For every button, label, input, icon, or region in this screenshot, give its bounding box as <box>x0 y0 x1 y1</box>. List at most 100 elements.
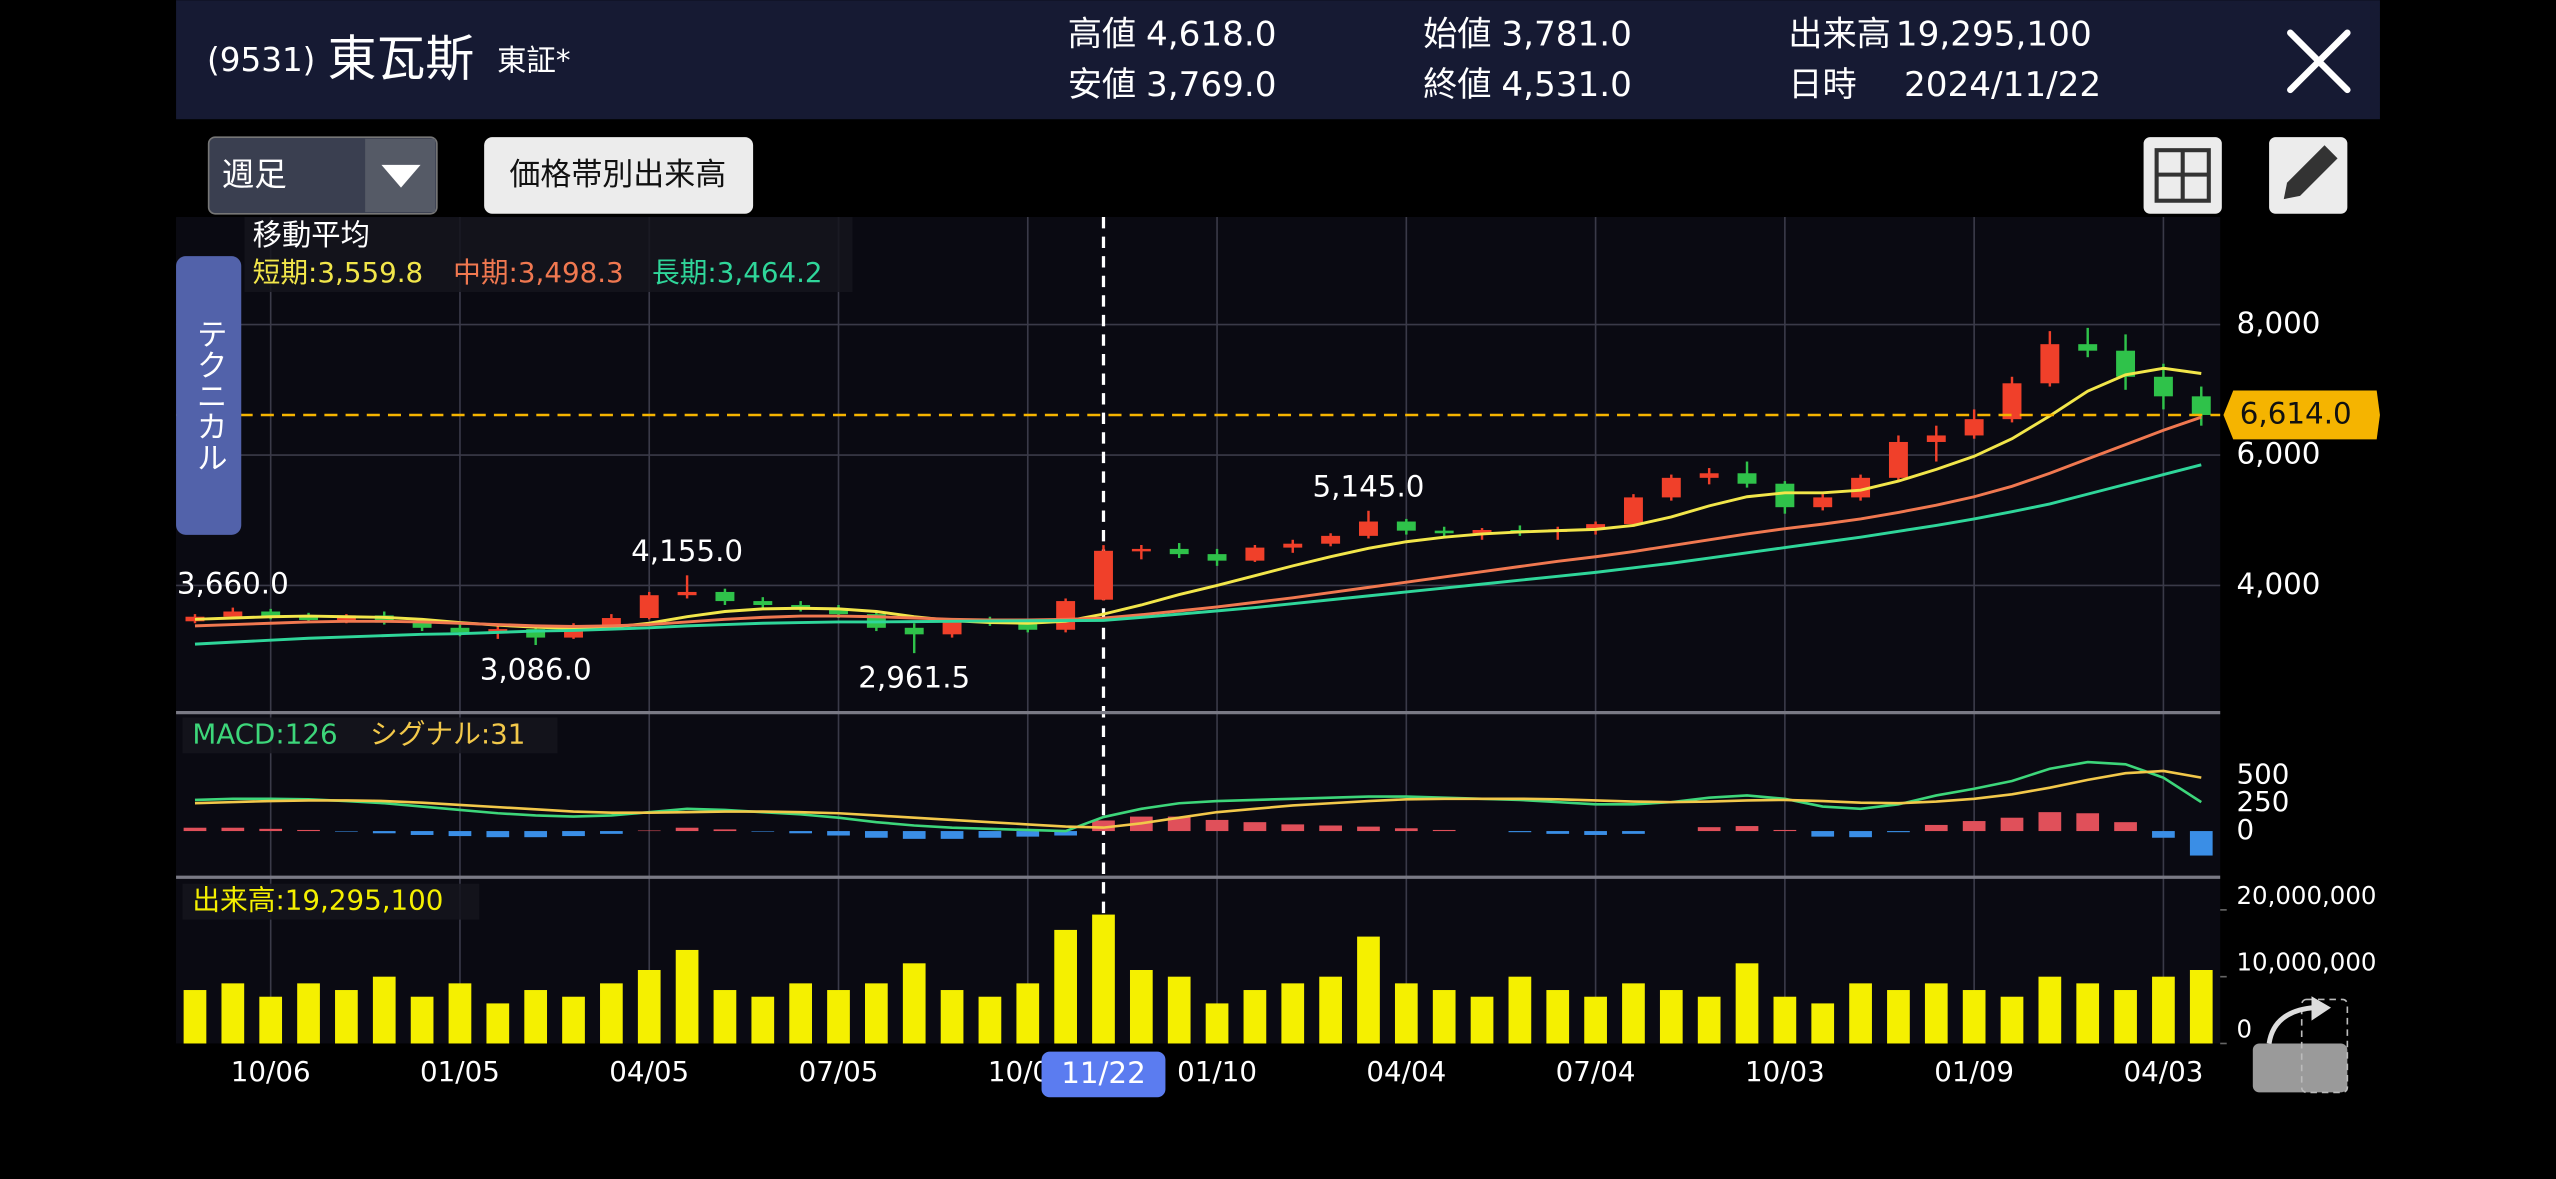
signal-line <box>194 769 2202 829</box>
macd-bar <box>1773 829 1797 832</box>
stat-label: 高値 <box>1068 15 1136 55</box>
stat-value: 2024/11/22 <box>1904 65 2101 105</box>
price-annotation: 3,086.0 <box>480 653 592 687</box>
candle-body <box>2078 344 2098 351</box>
candle-body <box>261 611 281 618</box>
candle-body <box>1888 441 1908 478</box>
macd-line <box>194 760 2202 833</box>
macd-bar <box>1546 831 1570 834</box>
volume-bar <box>1054 929 1077 1044</box>
volume-profile-button[interactable]: 価格帯別出来高 <box>484 137 754 214</box>
candle-body <box>1737 473 1757 484</box>
x-tick-label: 07/05 <box>799 1055 879 1088</box>
ma-legend: 中期:3,498.3 <box>453 256 623 289</box>
volume-tick-label: 10,000,000 <box>2237 948 2377 977</box>
candle-body <box>1926 435 1946 442</box>
candle-body <box>2116 350 2136 377</box>
stock-name: 東瓦斯 <box>328 31 475 88</box>
x-tick-label: 01/09 <box>1934 1055 2014 1088</box>
candle-body <box>1434 530 1454 534</box>
volume-bar <box>335 990 358 1044</box>
volume-bar <box>1697 996 1721 1044</box>
ma-legend: 長期:3,464.2 <box>652 256 822 289</box>
candle-body <box>677 591 697 596</box>
macd-bar <box>524 831 548 838</box>
volume-bar <box>297 983 320 1044</box>
volume-bar <box>978 996 1002 1044</box>
candle-body <box>1775 483 1795 508</box>
ma-legend: 短期:3,559.8 <box>253 256 423 289</box>
candle-body <box>1472 530 1492 534</box>
volume-bar <box>865 983 888 1044</box>
candle-body <box>1131 548 1151 552</box>
volume-bar <box>751 996 775 1044</box>
stat-label: 出来高 <box>1788 15 1891 55</box>
macd-bar <box>1281 824 1305 832</box>
legend-bg <box>182 717 558 754</box>
candle-body <box>1245 547 1265 561</box>
x-tick-label: 04/04 <box>1366 1055 1446 1088</box>
volume-bar <box>2076 983 2100 1044</box>
period-label: 週足 <box>222 155 287 193</box>
macd-bar <box>335 831 358 832</box>
close-button[interactable] <box>2287 29 2351 94</box>
macd-bar <box>1016 831 1040 837</box>
y-tick-label: 4,000 <box>2237 567 2321 601</box>
candle-body <box>601 618 621 626</box>
candle-body <box>488 629 508 633</box>
candle-body <box>1623 497 1643 525</box>
macd-bar <box>751 831 775 832</box>
stock-code: (9531) <box>207 41 315 79</box>
layout-button[interactable] <box>2143 137 2222 214</box>
draw-button[interactable] <box>2269 137 2348 214</box>
technical-tab[interactable]: テクニカル <box>176 256 242 535</box>
macd-bar <box>789 831 813 834</box>
volume-bar <box>1432 990 1456 1044</box>
candle-body <box>1018 623 1038 630</box>
candle-body <box>1586 524 1606 530</box>
macd-bar <box>1584 831 1607 835</box>
volume-bar <box>1887 990 1910 1044</box>
volume-bar <box>2189 969 2213 1044</box>
volume-bar <box>486 1003 510 1044</box>
candle-body <box>2191 396 2211 415</box>
volume-bar <box>1016 983 1040 1044</box>
macd-bar <box>2076 813 2100 832</box>
ma-title: 移動平均 <box>253 218 370 252</box>
macd-bar <box>1319 825 1342 832</box>
x-tick-label: 01/05 <box>420 1055 500 1088</box>
macd-bar <box>1092 820 1115 832</box>
volume-bar <box>1319 976 1342 1044</box>
candle-body <box>1851 477 1871 498</box>
macd-bar <box>448 831 472 837</box>
volume-bar <box>713 990 737 1044</box>
macd-bar <box>1622 831 1645 834</box>
macd-bar <box>1924 824 1948 832</box>
macd-bar <box>713 829 737 832</box>
volume-bar <box>1735 963 1759 1044</box>
volume-bar <box>1924 983 1948 1044</box>
macd-bar <box>1508 831 1532 833</box>
volume-bar <box>1281 983 1305 1044</box>
header-bar <box>176 0 2380 120</box>
share-button[interactable] <box>2252 996 2349 1094</box>
macd-bar <box>297 829 320 832</box>
volume-bar <box>1773 996 1797 1044</box>
volume-bar <box>1470 996 1494 1044</box>
macd-bar <box>183 827 207 832</box>
market: 東証* <box>497 44 570 78</box>
candle-body <box>1396 521 1416 531</box>
candle-body <box>1056 601 1076 630</box>
volume-bar <box>259 996 283 1044</box>
candle-body <box>904 627 924 635</box>
crosshair-tag <box>1041 1051 1166 1098</box>
macd-bar <box>1054 831 1077 836</box>
volume-bar <box>372 976 396 1044</box>
volume-bar <box>1167 976 1191 1044</box>
macd-bar <box>940 831 964 839</box>
macd-bar <box>978 831 1002 838</box>
macd-bar <box>827 831 850 836</box>
ma-line <box>194 463 2202 646</box>
period-dropdown[interactable]: 週足 <box>207 136 438 215</box>
